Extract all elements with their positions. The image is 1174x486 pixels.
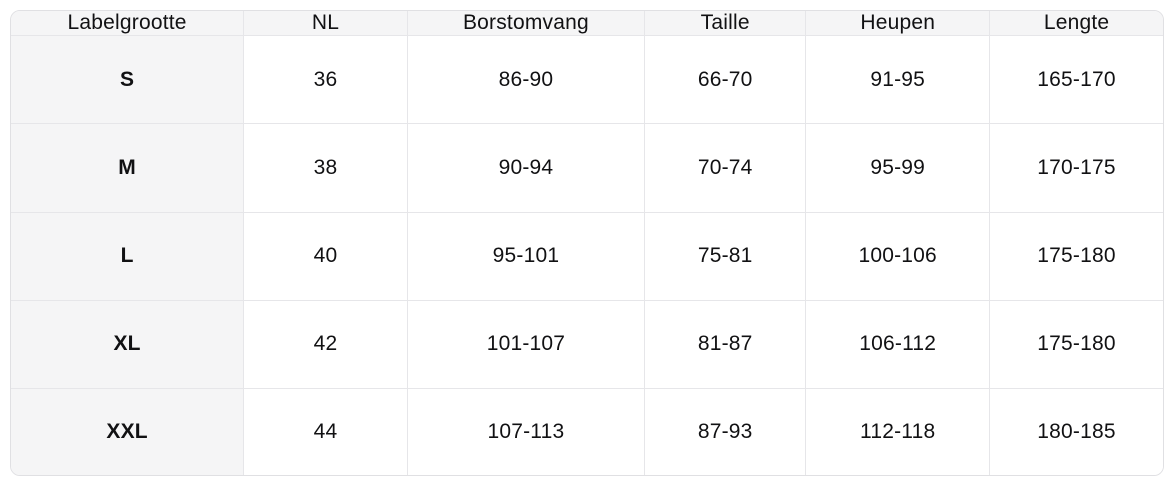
data-cell: 180-185	[989, 388, 1163, 475]
data-cell: 106-112	[805, 300, 991, 390]
data-cell: 36	[243, 35, 408, 125]
data-cell: 175-180	[989, 212, 1163, 301]
table-row-m: M 38 90-94 70-74 95-99 170-175	[11, 123, 1163, 213]
data-cell: 38	[243, 123, 408, 213]
data-cell: 175-180	[989, 300, 1163, 390]
data-cell: 86-90	[407, 35, 646, 125]
header-row: Labelgrootte NL Borstomvang Taille Heupe…	[11, 11, 1163, 36]
data-cell: 90-94	[407, 123, 646, 213]
row-label-cell: XL	[11, 300, 245, 390]
data-cell: 95-101	[407, 212, 646, 301]
table-row-xl: XL 42 101-107 81-87 106-112 175-180	[11, 300, 1163, 390]
data-cell: 44	[243, 388, 408, 475]
table-row-l: L 40 95-101 75-81 100-106 175-180	[11, 212, 1163, 301]
data-cell: 101-107	[407, 300, 646, 390]
column-header-taille: Taille	[644, 11, 807, 36]
size-table-header: Labelgrootte NL Borstomvang Taille Heupe…	[11, 11, 1163, 36]
data-cell: 95-99	[805, 123, 991, 213]
data-cell: 170-175	[989, 123, 1163, 213]
size-table-container: Labelgrootte NL Borstomvang Taille Heupe…	[10, 10, 1164, 476]
size-table-body: S 36 86-90 66-70 91-95 165-170 M 38 90-9…	[11, 35, 1163, 475]
data-cell: 70-74	[644, 123, 807, 213]
data-cell: 165-170	[989, 35, 1163, 125]
row-label-cell: L	[11, 212, 245, 301]
table-row-s: S 36 86-90 66-70 91-95 165-170	[11, 35, 1163, 125]
table-row-xxl: XXL 44 107-113 87-93 112-118 180-185	[11, 388, 1163, 475]
column-header-labelgrootte: Labelgrootte	[11, 11, 245, 36]
data-cell: 40	[243, 212, 408, 301]
data-cell: 42	[243, 300, 408, 390]
data-cell: 66-70	[644, 35, 807, 125]
column-header-borstomvang: Borstomvang	[407, 11, 646, 36]
data-cell: 112-118	[805, 388, 991, 475]
row-label-cell: S	[11, 35, 245, 125]
data-cell: 81-87	[644, 300, 807, 390]
data-cell: 100-106	[805, 212, 991, 301]
row-label-cell: XXL	[11, 388, 245, 475]
data-cell: 91-95	[805, 35, 991, 125]
column-header-heupen: Heupen	[805, 11, 991, 36]
column-header-nl: NL	[243, 11, 408, 36]
size-table: Labelgrootte NL Borstomvang Taille Heupe…	[11, 11, 1163, 475]
data-cell: 107-113	[407, 388, 646, 475]
data-cell: 87-93	[644, 388, 807, 475]
row-label-cell: M	[11, 123, 245, 213]
data-cell: 75-81	[644, 212, 807, 301]
column-header-lengte: Lengte	[989, 11, 1163, 36]
